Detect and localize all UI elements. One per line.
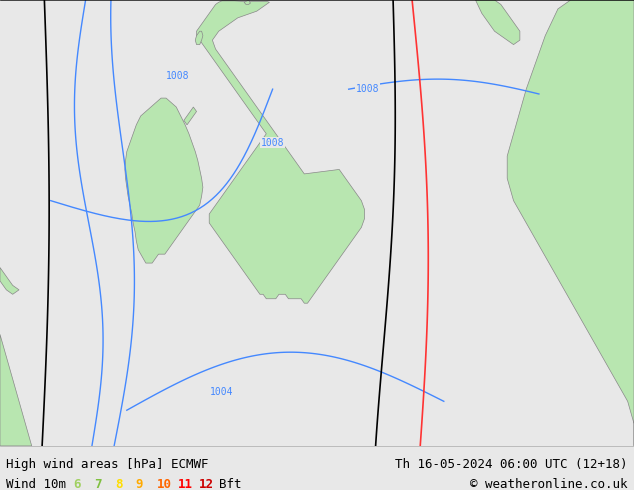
Text: High wind areas [hPa] ECMWF: High wind areas [hPa] ECMWF — [6, 458, 209, 471]
Text: 8: 8 — [115, 478, 122, 490]
Text: Bft: Bft — [219, 478, 242, 490]
Polygon shape — [476, 0, 520, 45]
Text: 12: 12 — [198, 478, 214, 490]
Polygon shape — [195, 31, 203, 45]
Polygon shape — [125, 98, 203, 263]
Text: 9: 9 — [136, 478, 143, 490]
Text: 11: 11 — [178, 478, 193, 490]
Polygon shape — [0, 268, 19, 294]
Text: © weatheronline.co.uk: © weatheronline.co.uk — [470, 478, 628, 490]
Text: 1008: 1008 — [261, 138, 285, 147]
Text: 7: 7 — [94, 478, 101, 490]
Polygon shape — [507, 0, 634, 446]
Text: 6: 6 — [73, 478, 81, 490]
Polygon shape — [197, 1, 365, 303]
Text: 1004: 1004 — [210, 388, 234, 397]
Polygon shape — [0, 334, 32, 446]
Polygon shape — [184, 107, 197, 125]
Text: Th 16-05-2024 06:00 UTC (12+18): Th 16-05-2024 06:00 UTC (12+18) — [395, 458, 628, 471]
Text: 1008: 1008 — [165, 71, 190, 81]
Text: Wind 10m: Wind 10m — [6, 478, 89, 490]
Polygon shape — [244, 1, 250, 4]
Text: 10: 10 — [157, 478, 172, 490]
Text: 1008: 1008 — [356, 84, 380, 94]
